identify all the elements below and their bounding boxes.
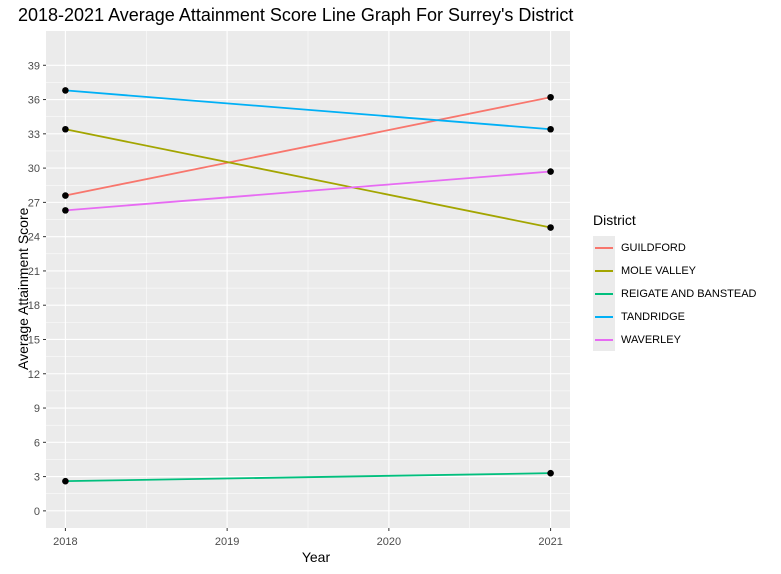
- legend-swatch: [595, 247, 613, 249]
- legend-label: GUILDFORD: [621, 241, 686, 254]
- legend-item-tandridge: TANDRIDGE: [593, 305, 757, 328]
- data-point-tandridge: [62, 87, 69, 94]
- x-tick-label: 2019: [215, 536, 239, 548]
- legend-key-reigate-and-banstead: [593, 282, 615, 305]
- data-point-reigate-and-banstead: [547, 469, 554, 477]
- y-tick-label: 30: [28, 163, 40, 175]
- data-point-waverley: [62, 207, 69, 214]
- y-tick-label: 12: [28, 369, 40, 381]
- y-tick-label: 9: [34, 403, 40, 415]
- y-tick-label: 24: [28, 232, 40, 244]
- legend-swatch: [595, 293, 613, 295]
- y-tick-label: 21: [28, 266, 40, 278]
- legend-key-waverley: [593, 328, 615, 351]
- data-point-guildford: [62, 192, 69, 199]
- y-tick-label: 15: [28, 334, 40, 346]
- y-tick-label: 3: [34, 472, 40, 484]
- y-tick-label: 18: [28, 300, 40, 312]
- data-point-mole-valley: [547, 224, 554, 231]
- legend-swatch: [595, 316, 613, 318]
- legend-key-mole-valley: [593, 259, 615, 282]
- data-point-tandridge: [547, 125, 554, 133]
- chart-title: 2018-2021 Average Attainment Score Line …: [18, 5, 574, 25]
- x-tick-label: 2021: [538, 536, 562, 548]
- data-point-guildford: [547, 93, 554, 101]
- legend-item-guildford: GUILDFORD: [593, 236, 757, 259]
- legend-swatch: [595, 339, 613, 341]
- series-line-reigate-and-banstead: [65, 472, 551, 483]
- data-point-reigate-and-banstead: [62, 477, 69, 485]
- legend-key-guildford: [593, 236, 615, 259]
- series-line-mole-valley: [65, 128, 551, 229]
- y-tick-label: 33: [28, 129, 40, 141]
- legend-label: WAVERLEY: [621, 333, 681, 346]
- legend: District GUILDFORD MOLE VALLEY REIGATE AND…: [593, 212, 757, 351]
- legend-label: MOLE VALLEY: [621, 264, 696, 277]
- y-tick-label: 36: [28, 95, 40, 107]
- series-line-waverley: [65, 170, 551, 212]
- y-tick-label: 6: [34, 437, 40, 449]
- legend-item-reigate-and-banstead: REIGATE AND BANSTEAD: [593, 282, 757, 305]
- y-tick-label: 27: [28, 197, 40, 209]
- legend-key-tandridge: [593, 305, 615, 328]
- x-axis-label: Year: [301, 549, 331, 565]
- data-point-waverley: [547, 168, 554, 175]
- legend-swatch: [595, 270, 613, 272]
- y-tick-label: 0: [34, 506, 40, 518]
- series-line-guildford: [65, 96, 551, 197]
- legend-item-mole-valley: MOLE VALLEY: [593, 259, 757, 282]
- legend-label: REIGATE AND BANSTEAD: [621, 287, 757, 300]
- legend-title: District: [593, 212, 636, 228]
- data-point-mole-valley: [62, 125, 69, 133]
- legend-items: GUILDFORD MOLE VALLEY REIGATE AND BANSTEAD…: [593, 236, 757, 351]
- legend-item-waverley: WAVERLEY: [593, 328, 757, 351]
- legend-label: TANDRIDGE: [621, 310, 685, 323]
- x-tick-label: 2018: [53, 536, 77, 548]
- x-tick-label: 2020: [377, 536, 401, 548]
- y-tick-label: 39: [28, 60, 40, 72]
- series-line-tandridge: [65, 89, 551, 131]
